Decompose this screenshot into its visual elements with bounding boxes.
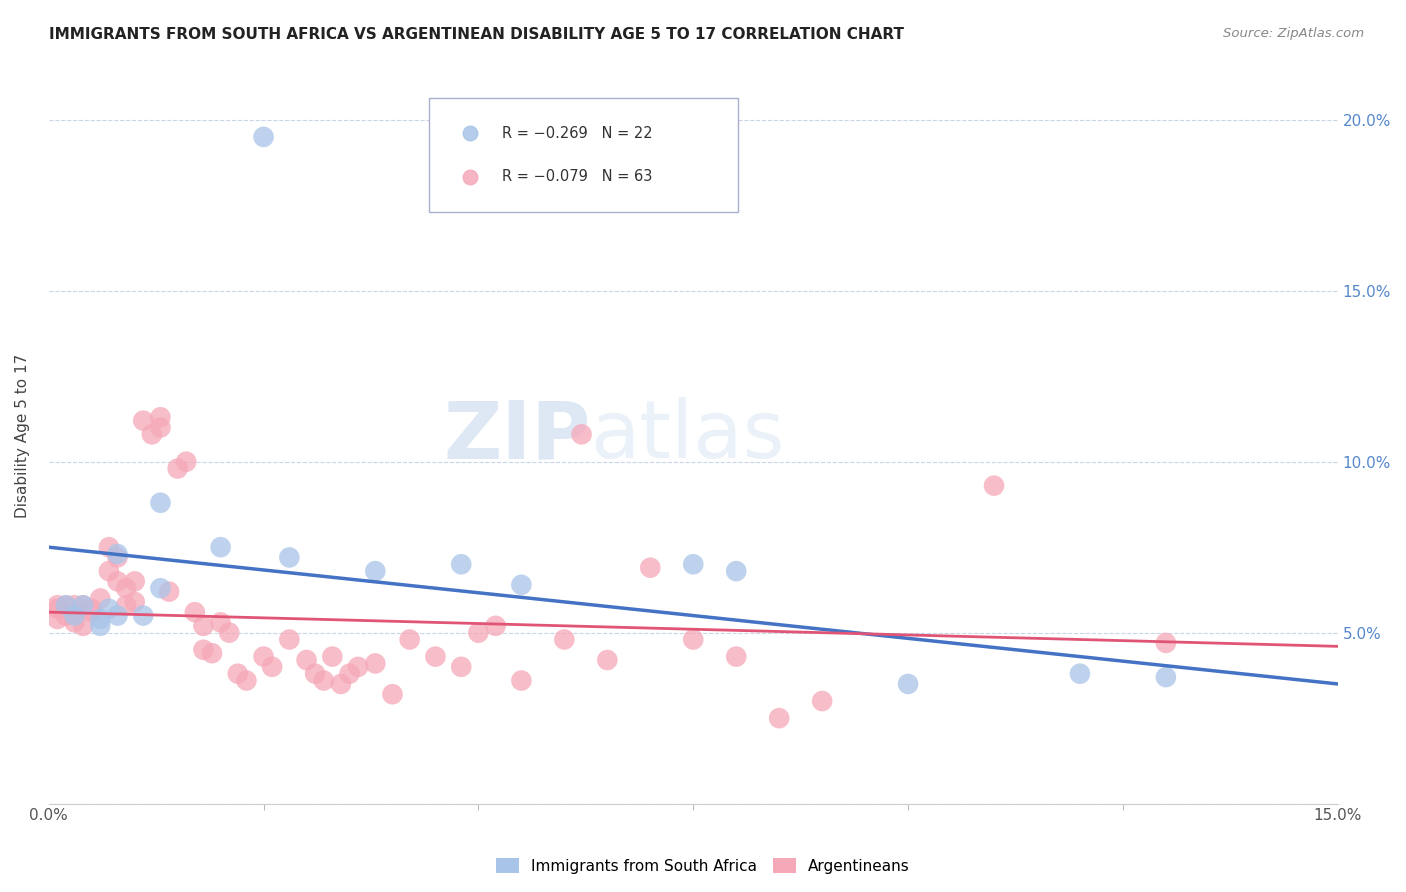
Point <box>149 496 172 510</box>
Point <box>107 550 129 565</box>
Point <box>295 653 318 667</box>
Point <box>725 649 748 664</box>
Point <box>46 599 69 613</box>
Point <box>381 687 404 701</box>
Point <box>897 677 920 691</box>
Point <box>450 558 472 572</box>
Point <box>467 625 489 640</box>
Text: Source: ZipAtlas.com: Source: ZipAtlas.com <box>1223 27 1364 40</box>
Point <box>1154 670 1177 684</box>
Point <box>201 646 224 660</box>
Point <box>80 605 103 619</box>
Point <box>553 632 575 647</box>
Point <box>571 427 593 442</box>
Point <box>184 605 207 619</box>
Point <box>278 632 301 647</box>
Point <box>107 574 129 589</box>
Point <box>115 599 138 613</box>
Point <box>278 550 301 565</box>
Point <box>364 657 387 671</box>
Point <box>72 599 94 613</box>
Point <box>262 660 284 674</box>
Y-axis label: Disability Age 5 to 17: Disability Age 5 to 17 <box>15 354 30 518</box>
Point <box>107 608 129 623</box>
Point <box>304 666 326 681</box>
Point <box>193 642 215 657</box>
Point <box>811 694 834 708</box>
Point <box>235 673 257 688</box>
Point <box>124 574 146 589</box>
Point <box>484 619 506 633</box>
Point <box>149 410 172 425</box>
Point <box>157 584 180 599</box>
Point <box>89 591 111 606</box>
Point <box>329 677 352 691</box>
Point <box>218 625 240 640</box>
Point <box>252 649 274 664</box>
Point <box>97 564 120 578</box>
Point <box>252 129 274 144</box>
Point <box>596 653 619 667</box>
Point <box>97 601 120 615</box>
Text: ZIP: ZIP <box>443 397 591 475</box>
Text: R = −0.079   N = 63: R = −0.079 N = 63 <box>502 169 652 185</box>
Point <box>149 420 172 434</box>
Point <box>510 673 533 688</box>
Point <box>510 578 533 592</box>
Text: atlas: atlas <box>591 397 785 475</box>
Point <box>46 612 69 626</box>
Point <box>174 455 197 469</box>
Point <box>63 599 86 613</box>
Text: R = −0.269   N = 22: R = −0.269 N = 22 <box>502 126 654 141</box>
Point <box>193 619 215 633</box>
Point <box>398 632 420 647</box>
Point <box>209 540 232 554</box>
Point <box>55 599 77 613</box>
Point <box>640 560 662 574</box>
Point <box>72 599 94 613</box>
Point <box>1154 636 1177 650</box>
Text: IMMIGRANTS FROM SOUTH AFRICA VS ARGENTINEAN DISABILITY AGE 5 TO 17 CORRELATION C: IMMIGRANTS FROM SOUTH AFRICA VS ARGENTIN… <box>49 27 904 42</box>
Point <box>63 608 86 623</box>
Point <box>1069 666 1091 681</box>
Point <box>89 619 111 633</box>
Point <box>132 608 155 623</box>
Legend: Immigrants from South Africa, Argentineans: Immigrants from South Africa, Argentinea… <box>491 852 915 880</box>
Point <box>124 595 146 609</box>
Point <box>166 461 188 475</box>
Point <box>312 673 335 688</box>
Point <box>107 547 129 561</box>
Point <box>347 660 370 674</box>
Point <box>46 601 69 615</box>
Point <box>321 649 343 664</box>
Point <box>63 615 86 630</box>
Point <box>80 601 103 615</box>
Point <box>149 581 172 595</box>
Point <box>89 612 111 626</box>
Point <box>682 558 704 572</box>
Point <box>725 564 748 578</box>
Point <box>983 478 1005 492</box>
FancyBboxPatch shape <box>429 98 738 212</box>
Point <box>72 619 94 633</box>
Point <box>55 608 77 623</box>
Point <box>339 666 361 681</box>
Point <box>226 666 249 681</box>
Point <box>768 711 790 725</box>
Point <box>141 427 163 442</box>
Point <box>55 599 77 613</box>
Point <box>209 615 232 630</box>
Point <box>364 564 387 578</box>
Point <box>97 540 120 554</box>
Point <box>425 649 447 664</box>
Point <box>682 632 704 647</box>
Point <box>450 660 472 674</box>
Point <box>115 581 138 595</box>
Point <box>132 414 155 428</box>
